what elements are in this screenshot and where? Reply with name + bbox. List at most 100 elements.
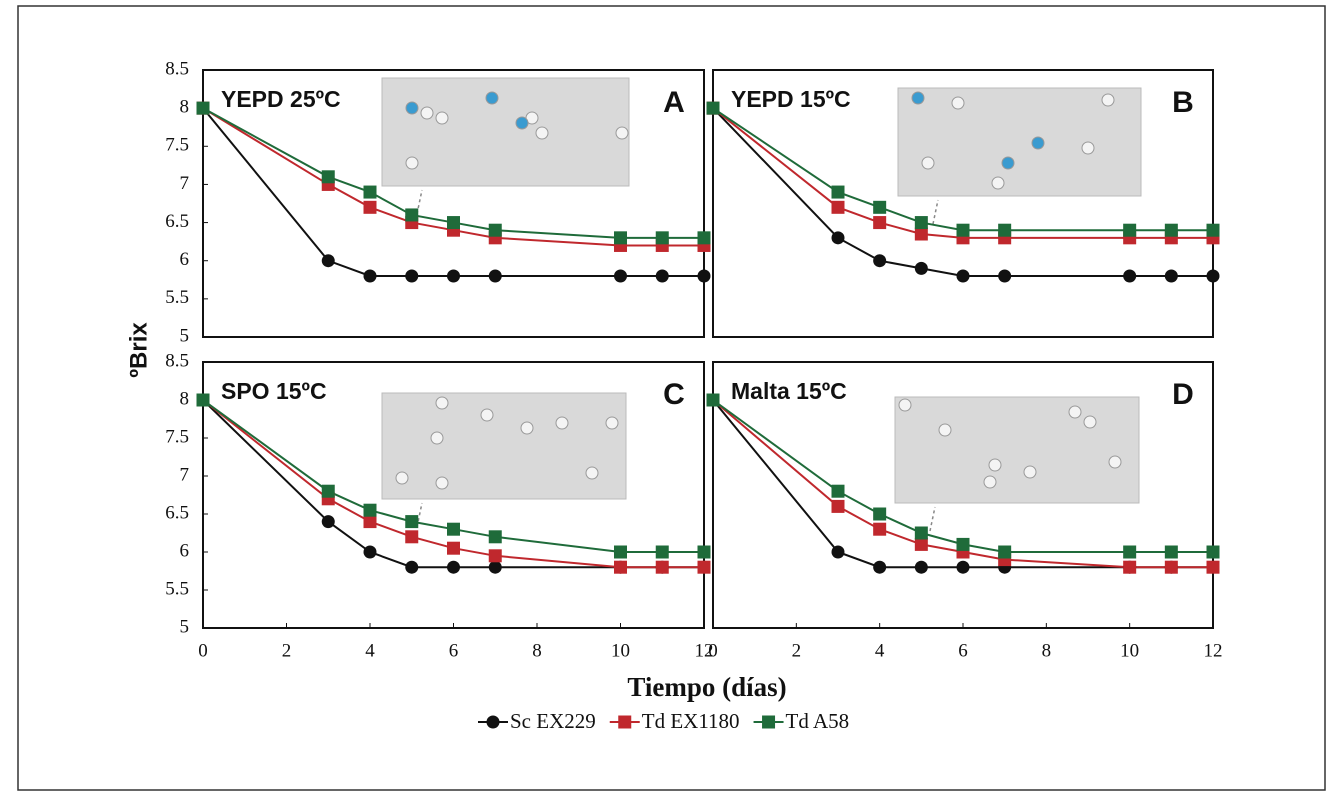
- marker: [998, 545, 1012, 559]
- y-tick-label: 5.5: [165, 287, 189, 308]
- marker: [405, 560, 419, 574]
- cell: [951, 96, 965, 110]
- cell: [435, 396, 449, 410]
- marker: [831, 484, 845, 498]
- marker: [363, 503, 377, 517]
- micrograph: [381, 392, 627, 500]
- cell: [983, 475, 997, 489]
- marker: [697, 269, 711, 283]
- marker: [998, 269, 1012, 283]
- cell: [1108, 455, 1122, 469]
- y-tick-label: 8.5: [165, 58, 189, 79]
- marker: [655, 269, 669, 283]
- y-tick-label: 7: [180, 464, 190, 485]
- marker: [956, 537, 970, 551]
- cell: [1068, 405, 1082, 419]
- cell: [405, 101, 419, 115]
- marker: [488, 269, 502, 283]
- cell: [435, 476, 449, 490]
- marker: [614, 545, 627, 559]
- marker: [321, 254, 335, 268]
- marker: [405, 530, 419, 544]
- marker: [956, 223, 970, 237]
- marker: [1123, 560, 1137, 574]
- x-tick-label: 0: [198, 640, 208, 661]
- y-tick-label: 6: [180, 249, 190, 270]
- x-tick-label: 2: [282, 640, 292, 661]
- marker: [655, 231, 669, 245]
- arrow: [416, 502, 423, 528]
- marker: [914, 216, 928, 230]
- marker: [655, 560, 669, 574]
- marker: [1164, 545, 1178, 559]
- cell: [1101, 93, 1115, 107]
- y-tick-label: 7.5: [165, 135, 189, 156]
- marker: [873, 507, 887, 521]
- marker: [831, 231, 845, 245]
- marker: [998, 223, 1012, 237]
- x-axis-label: Tiempo (días): [627, 672, 786, 702]
- marker: [914, 227, 928, 241]
- panel-title: YEPD 25ºC: [221, 86, 341, 112]
- marker: [614, 560, 627, 574]
- marker: [196, 101, 210, 115]
- arrow: [929, 506, 936, 532]
- x-tick-label: 4: [875, 640, 885, 661]
- y-axis-label: ºBrix: [125, 322, 152, 378]
- marker: [1123, 269, 1137, 283]
- marker: [488, 223, 502, 237]
- panel-label: B: [1172, 86, 1194, 119]
- x-tick-label: 2: [792, 640, 802, 661]
- x-tick-label: 12: [1204, 640, 1223, 661]
- cell: [991, 176, 1005, 190]
- legend-marker: [486, 715, 500, 729]
- marker: [614, 269, 627, 283]
- x-tick-label: 8: [1042, 640, 1052, 661]
- marker: [914, 537, 928, 551]
- cell: [485, 91, 499, 105]
- y-tick-label: 8: [180, 97, 190, 118]
- marker: [447, 522, 460, 536]
- cell: [585, 466, 599, 480]
- marker: [488, 530, 502, 544]
- arrow: [416, 189, 423, 215]
- marker: [956, 560, 970, 574]
- marker: [831, 200, 845, 214]
- marker: [321, 515, 335, 529]
- x-tick-label: 6: [958, 640, 968, 661]
- cell: [1023, 465, 1037, 479]
- cell: [520, 421, 534, 435]
- cell: [515, 116, 529, 130]
- marker: [488, 549, 502, 563]
- marker: [363, 269, 377, 283]
- cell: [988, 458, 1002, 472]
- cell: [1001, 156, 1015, 170]
- y-tick-label: 7.5: [165, 426, 189, 447]
- micrograph: [897, 87, 1142, 197]
- panel-title: Malta 15ºC: [731, 378, 847, 404]
- marker: [614, 231, 627, 245]
- y-tick-label: 6.5: [165, 211, 189, 232]
- marker: [1164, 223, 1178, 237]
- marker: [1206, 223, 1220, 237]
- cell: [911, 91, 925, 105]
- cell: [535, 126, 549, 140]
- y-tick-label: 6.5: [165, 502, 189, 523]
- y-tick-label: 5: [180, 616, 190, 637]
- marker: [1164, 560, 1178, 574]
- frame: [17, 5, 1326, 791]
- marker: [405, 515, 419, 529]
- x-tick-label: 4: [365, 640, 375, 661]
- marker: [873, 560, 887, 574]
- panel-label: A: [663, 86, 685, 119]
- cell: [938, 423, 952, 437]
- marker: [873, 522, 887, 536]
- marker: [655, 545, 669, 559]
- marker: [831, 545, 845, 559]
- marker: [405, 208, 419, 222]
- y-tick-label: 5: [180, 325, 190, 346]
- y-tick-label: 5.5: [165, 578, 189, 599]
- panel-title: SPO 15ºC: [221, 378, 327, 404]
- cell: [405, 156, 419, 170]
